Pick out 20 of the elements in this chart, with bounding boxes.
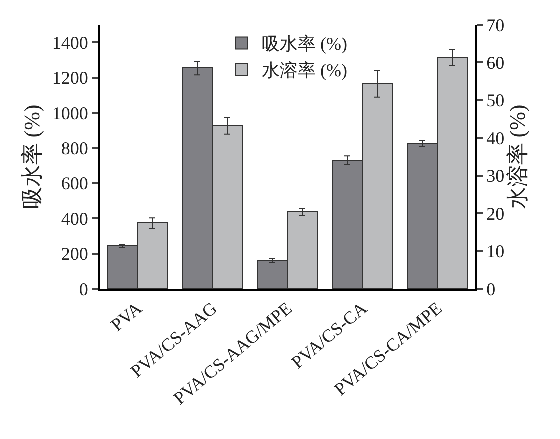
- y-tick-label: 800: [61, 138, 88, 158]
- y-tick-label: 400: [61, 208, 88, 229]
- y-tick-label: 1000: [52, 103, 88, 124]
- y-tick-label: 1400: [52, 32, 88, 53]
- y2-tick-label: 10: [486, 242, 505, 262]
- y-axis-title: 吸水率 (%): [20, 104, 45, 210]
- y2-axis-title: 水溶率 (%): [505, 104, 530, 210]
- y-tick-label: 600: [61, 174, 88, 194]
- y2-tick-label: 60: [486, 53, 505, 74]
- legend-label: 吸水率 (%): [262, 34, 348, 54]
- y2-tick-label: 50: [486, 90, 505, 111]
- y-tick-label: 200: [61, 244, 88, 264]
- y2-tick-label: 0: [486, 279, 496, 300]
- y2-tick-label: 70: [486, 15, 505, 36]
- y2-tick-label: 20: [486, 204, 505, 224]
- y2-tick-label: 30: [486, 166, 505, 186]
- y2-tick-label: 40: [486, 128, 505, 148]
- legend-label: 水溶率 (%): [262, 60, 348, 81]
- y-tick-label: 1200: [52, 68, 88, 88]
- y-tick-label: 0: [79, 279, 88, 300]
